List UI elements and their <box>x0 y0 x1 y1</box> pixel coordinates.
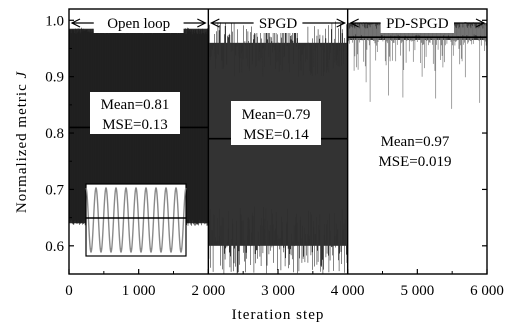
mse-text-open-loop: MSE=0.13 <box>102 117 168 133</box>
region-header-0: Open loop <box>70 13 207 33</box>
inset-sinusoid <box>85 186 187 254</box>
mean-text-spgd: Mean=0.79 <box>242 107 311 123</box>
y-tick-label: 0.6 <box>45 239 64 255</box>
y-axis-label-symbol: J <box>14 71 30 79</box>
region-label-bg <box>93 13 184 33</box>
mse-text-pd-spgd: MSE=0.019 <box>378 154 451 170</box>
arrowhead-right <box>197 18 207 28</box>
region-label-bg <box>253 13 303 33</box>
y-tick-label: 0.7 <box>45 182 64 198</box>
arrowhead-right <box>475 18 486 28</box>
arrowhead-left <box>349 18 359 28</box>
y-tick-label: 0.8 <box>45 126 64 142</box>
inset-plot <box>85 183 187 257</box>
y-tick-label: 0.9 <box>45 70 64 86</box>
region-label-0: Open loop <box>107 16 170 32</box>
annotation-open-loop: Mean=0.81 MSE=0.13 <box>90 92 180 134</box>
x-tick-label: 3 000 <box>261 283 295 299</box>
y-tick-label: 1.0 <box>45 13 64 29</box>
region-header-1: SPGD <box>209 13 347 33</box>
x-axis-label: Iteration step <box>232 307 325 323</box>
arrowhead-left <box>209 18 220 28</box>
axis-ticks: 0 1 000 2 000 3 000 4 000 5 000 6 000 0.6 0.7 0.8… <box>45 13 504 299</box>
signal-series-1 <box>208 20 348 274</box>
inset-frame <box>85 183 187 257</box>
x-tick-label: 2 000 <box>191 283 225 299</box>
y-axis-label-text: Normalized metric <box>14 83 30 213</box>
region-header-2: PD-SPGD <box>349 13 486 33</box>
x-tick-label: 0 <box>65 283 73 299</box>
annotation-box <box>231 101 321 145</box>
mse-text-spgd: MSE=0.14 <box>243 127 309 143</box>
region-label-2: PD-SPGD <box>386 16 449 32</box>
region-label-bg <box>380 13 455 33</box>
region-label-1: SPGD <box>259 16 298 32</box>
x-tick-label: 6 000 <box>470 283 504 299</box>
mean-text-pd-spgd: Mean=0.97 <box>381 134 450 150</box>
mean-text-open-loop: Mean=0.81 <box>101 97 170 113</box>
arrowhead-right <box>336 18 347 28</box>
region-headers: Open loop SPGD PD-SPGD <box>70 13 486 33</box>
x-tick-label: 1 000 <box>122 283 156 299</box>
arrowhead-left <box>70 18 81 28</box>
x-tick-label: 4 000 <box>331 283 365 299</box>
annotation-pd-spgd: Mean=0.97 MSE=0.019 <box>378 134 451 170</box>
signal-series-2 <box>347 22 488 109</box>
y-axis-label: Normalized metric J <box>14 71 30 214</box>
signal-line <box>347 22 488 109</box>
annotation-box <box>90 92 180 134</box>
annotation-spgd: Mean=0.79 MSE=0.14 <box>231 101 321 145</box>
x-tick-label: 5 000 <box>400 283 434 299</box>
